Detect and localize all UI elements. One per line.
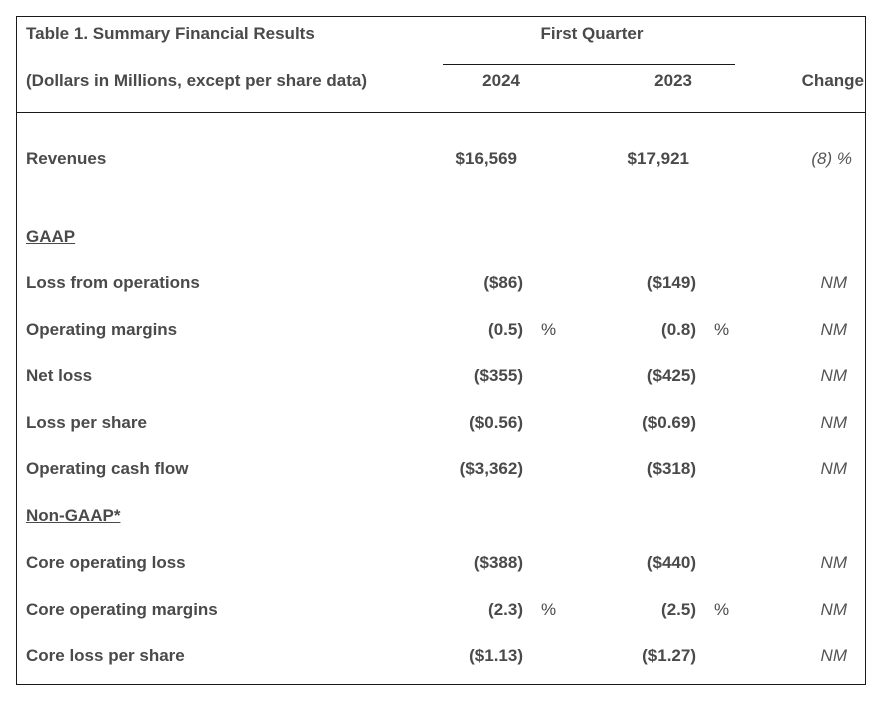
- row-label: Loss per share: [26, 412, 147, 432]
- table-title: Table 1. Summary Financial Results: [26, 24, 315, 43]
- value-2023: (0.8): [661, 319, 696, 339]
- table-subtitle: (Dollars in Millions, except per share d…: [26, 71, 368, 90]
- revenues-2024: $16,569: [455, 149, 517, 168]
- period-header-rule: [443, 64, 735, 65]
- non-gaap-section-label: Non-GAAP*: [26, 506, 121, 525]
- value-2023: ($1.27): [642, 646, 696, 665]
- value-2024: ($0.56): [469, 412, 523, 432]
- value-2023: ($440): [646, 553, 696, 572]
- financial-table-frame: [16, 16, 866, 685]
- change-value: NM: [820, 599, 847, 619]
- value-2023: ($425): [646, 366, 696, 385]
- change-value: NM: [820, 553, 847, 572]
- row-label: Loss from operations: [26, 273, 200, 292]
- revenues-2023: $17,921: [627, 149, 689, 168]
- value-2023: (2.5): [661, 599, 696, 619]
- value-2023: ($318): [646, 459, 696, 478]
- value-2024: ($1.13): [469, 646, 523, 665]
- col-header-2023: 2023: [654, 71, 692, 90]
- revenues-change: (8) %: [811, 149, 852, 168]
- change-value: NM: [820, 273, 847, 292]
- value-2024: (2.3): [488, 599, 523, 619]
- period-header: First Quarter: [540, 24, 644, 43]
- value-2024: (0.5): [488, 319, 523, 339]
- percent-sign-2024: %: [541, 319, 557, 339]
- gaap-section-label: GAAP: [26, 227, 76, 246]
- percent-sign-2023: %: [714, 319, 730, 339]
- row-label: Operating margins: [26, 319, 178, 339]
- value-2023: ($0.69): [642, 412, 696, 432]
- row-label: Net loss: [26, 366, 93, 385]
- revenues-label: Revenues: [26, 149, 107, 168]
- value-2024: ($355): [473, 366, 523, 385]
- change-value: NM: [820, 459, 847, 478]
- value-2024: ($86): [483, 273, 523, 292]
- change-value: NM: [820, 319, 847, 339]
- change-value: NM: [820, 646, 847, 665]
- value-2023: ($149): [646, 273, 696, 292]
- row-label: Core operating loss: [26, 553, 186, 572]
- col-header-2024: 2024: [482, 71, 520, 90]
- change-value: NM: [820, 412, 847, 432]
- row-label: Operating cash flow: [26, 459, 189, 478]
- row-label: Core loss per share: [26, 646, 185, 665]
- col-header-change: Change: [801, 71, 864, 90]
- percent-sign-2024: %: [541, 599, 557, 619]
- value-2024: ($3,362): [459, 459, 523, 478]
- value-2024: ($388): [473, 553, 523, 572]
- header-rule: [17, 112, 866, 113]
- percent-sign-2023: %: [714, 599, 730, 619]
- row-label: Core operating margins: [26, 599, 218, 619]
- change-value: NM: [820, 366, 847, 385]
